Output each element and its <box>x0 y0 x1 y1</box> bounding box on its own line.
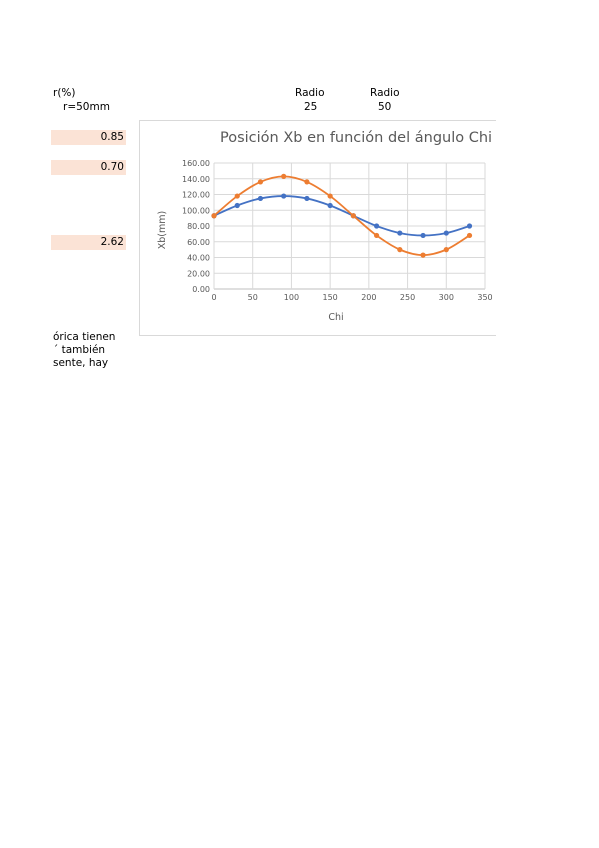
radio-a-value: 25 <box>304 101 318 113</box>
chart-area[interactable] <box>139 120 496 336</box>
radio-b-value: 50 <box>378 101 392 113</box>
note-line-2: ´ también <box>53 344 106 356</box>
r50-header: r=50mm <box>63 101 110 113</box>
error-cell-1[interactable]: 0.85 <box>51 130 126 145</box>
note-line-3: sente, hay <box>53 357 109 369</box>
note-line-1: órica tienen <box>53 331 116 343</box>
chart-title: Posición Xb en función del ángulo Chi <box>220 130 493 146</box>
radio-b-label: Radio <box>370 87 400 99</box>
error-cell-3[interactable]: 2.62 <box>51 235 126 250</box>
error-cell-2[interactable]: 0.70 <box>51 160 126 175</box>
error-header: r(%) <box>53 87 76 99</box>
radio-a-label: Radio <box>295 87 325 99</box>
